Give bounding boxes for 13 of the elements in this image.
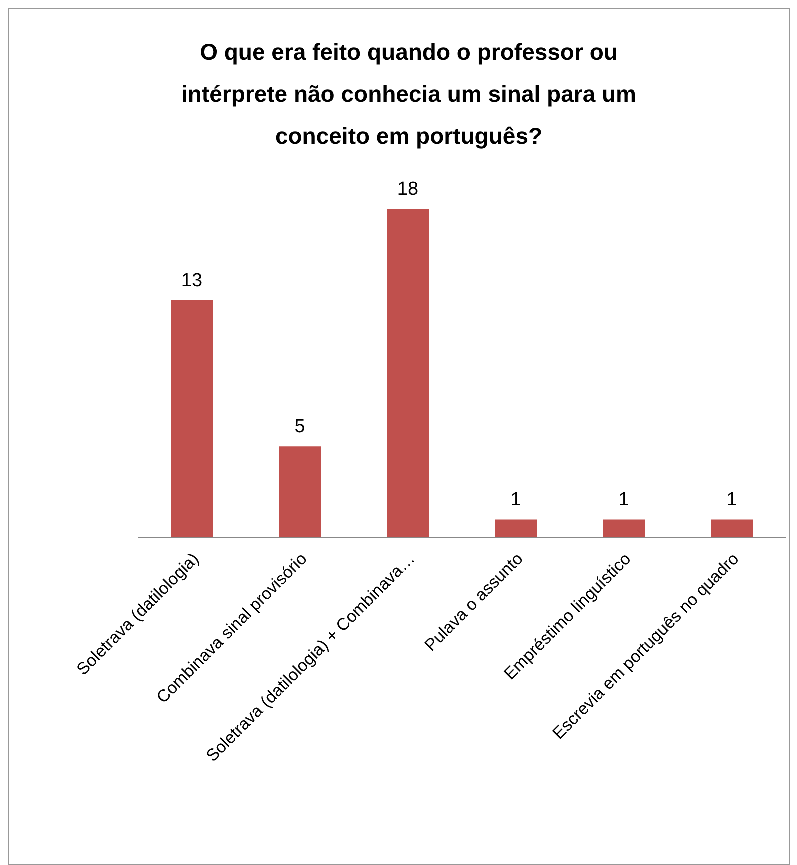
bar: [603, 520, 645, 538]
data-label: 1: [618, 490, 630, 511]
chart-title: O que era feito quando o professor ou intérprete não conhecia um sinal para um conceito em português?: [180, 38, 638, 151]
bar: [387, 209, 429, 538]
bar: [711, 520, 753, 538]
data-label: 18: [397, 179, 419, 200]
bar: [495, 520, 537, 538]
bar: [279, 446, 321, 538]
bar: [171, 300, 213, 538]
data-label: 13: [181, 270, 203, 292]
data-label: 1: [726, 490, 738, 511]
data-label: 1: [510, 490, 522, 511]
data-label: 5: [294, 416, 306, 438]
